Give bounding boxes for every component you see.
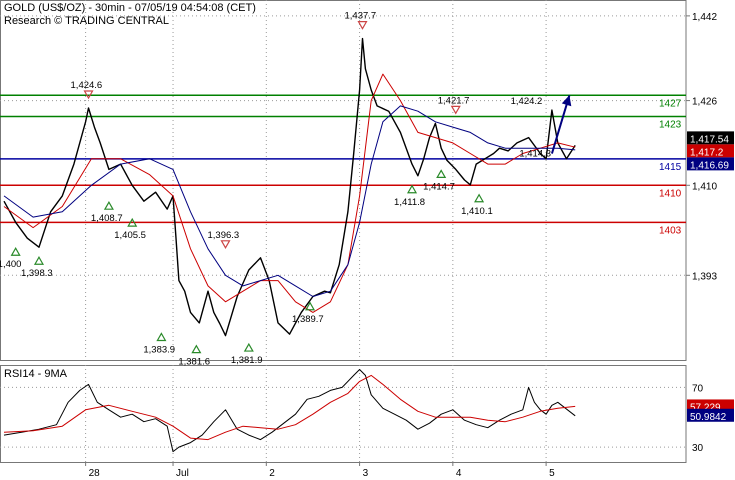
series-ma_fast	[3, 73, 576, 313]
rsi-y-tick-label: 70	[692, 383, 704, 394]
price-tag-slow	[687, 157, 734, 171]
swing-low-label: 1,408.7	[91, 213, 123, 224]
swing-high-label: 1,437.7	[344, 11, 376, 22]
series-rsi_ma	[3, 374, 576, 441]
level-label-1410: 1410	[659, 188, 682, 199]
projection-arrow-head	[561, 95, 572, 107]
chart-title: GOLD (US$/OZ) - 30min - 07/05/19 04:54:0…	[4, 2, 256, 14]
swing-low-label: 1,400	[0, 259, 21, 270]
swing-low-label: 1,398.3	[21, 268, 53, 279]
swing-low-marker	[33, 256, 45, 265]
swing-low-marker	[436, 169, 447, 179]
swing-high-marker	[357, 21, 368, 30]
price-tag-label-slow: 50.9842	[690, 412, 727, 423]
price-tag-label-price: 1,417.54	[690, 134, 729, 145]
rsi-grid	[0, 365, 687, 463]
swing-low-label: 1,410.1	[461, 206, 493, 217]
level-value-label: 1,424.2	[511, 96, 543, 107]
swing-low-label: 1,381.9	[231, 355, 263, 366]
x-tick-label: 3	[363, 468, 369, 479]
rsi-frame	[0, 365, 687, 463]
price-tag-slow	[687, 408, 734, 422]
swing-low-marker	[407, 184, 418, 194]
y-tick-label: 1,426	[692, 97, 717, 108]
swing-low-label: 1,405.5	[114, 230, 146, 241]
price-tag-price	[687, 131, 734, 145]
swing-low-marker	[156, 332, 167, 342]
swing-high-marker	[450, 105, 461, 115]
projection-arrow-shaft	[550, 95, 571, 154]
swing-low-label: 1,381.6	[178, 357, 210, 368]
swing-high-marker	[83, 90, 94, 100]
swing-low-marker	[474, 193, 485, 203]
x-tick-label: 2	[269, 468, 275, 479]
x-tick-label: 4	[456, 468, 462, 479]
price-tag-fast	[687, 144, 734, 158]
level-label-1423: 1423	[659, 119, 682, 130]
x-tick-label: Jul	[176, 468, 189, 479]
series-ma_slow	[3, 105, 576, 297]
swing-low-marker	[10, 247, 21, 256]
series-price	[3, 37, 576, 337]
price-series	[3, 37, 576, 337]
swing-low-marker	[127, 217, 138, 227]
swing-high-marker	[220, 240, 231, 250]
swing-low-marker	[103, 200, 114, 210]
level-label-1415: 1415	[659, 162, 682, 173]
price-tag-label-fast: 57.229	[690, 402, 721, 413]
rsi-y-tick-label: 30	[692, 443, 704, 454]
swing-high-label: 1,396.3	[208, 230, 240, 241]
chart-source: Research © TRADING CENTRAL	[4, 15, 169, 27]
level-value-label: 1,414.3	[519, 149, 551, 160]
swing-low-label: 1,411.8	[394, 197, 425, 208]
series-rsi	[3, 369, 576, 453]
swing-low-label: 1,389.7	[292, 314, 324, 325]
price-tag-label-slow: 1,416.69	[690, 160, 729, 171]
x-tick-label: 28	[89, 468, 101, 479]
swing-high-label: 1,421.7	[438, 95, 470, 106]
price-axis: 1,393 1,410 1,426 1,442 30 70 1,417.54 1,417.2 1…	[686, 12, 734, 454]
level-label-1427: 1427	[659, 98, 682, 109]
price-tag-label-fast: 1,417.2	[690, 147, 724, 158]
swing-low-marker	[191, 344, 202, 354]
swing-low-label: 1,414.7	[423, 181, 455, 192]
rsi-series	[3, 369, 576, 453]
y-tick-label: 1,442	[692, 12, 717, 23]
swing-low-label: 1,383.9	[143, 344, 175, 355]
y-tick-label: 1,393	[692, 271, 717, 282]
main-frame	[0, 0, 687, 361]
y-tick-label: 1,410	[692, 181, 717, 192]
swing-low-marker	[243, 342, 254, 352]
level-label-1403: 1403	[659, 225, 682, 236]
main-grid	[0, 0, 687, 361]
time-axis: 28 Jul 2 3 4 5	[85, 462, 555, 479]
x-tick-label: 5	[549, 468, 555, 479]
rsi-title: RSI14 - 9MA	[4, 368, 67, 380]
swing-high-label: 1,424.6	[71, 80, 103, 91]
swing-low-marker	[304, 301, 316, 311]
